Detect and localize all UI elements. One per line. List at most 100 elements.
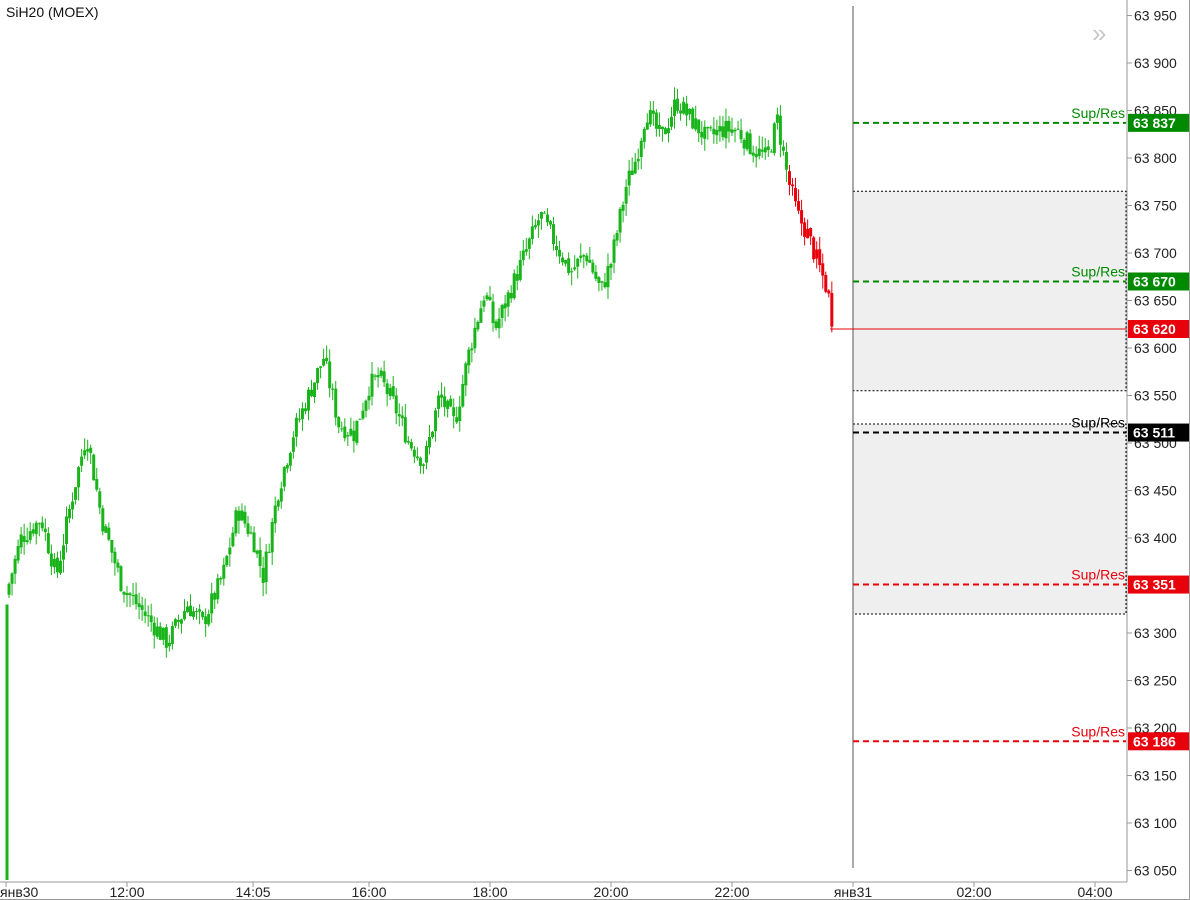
candle-body (382, 371, 386, 383)
candle-body (549, 221, 552, 225)
candle-body (552, 224, 556, 245)
candle-body (815, 249, 819, 259)
candle-body (225, 555, 229, 566)
candle-body (92, 454, 96, 481)
x-tick-label: 20:00 (593, 884, 628, 900)
last-price-badge-bg (1128, 320, 1189, 338)
candle-body (515, 274, 519, 281)
candle-body (533, 225, 537, 228)
candle-body (337, 417, 341, 428)
candle-body (697, 119, 701, 134)
candle-body (140, 605, 144, 610)
candle-body (624, 186, 628, 204)
candle-body (479, 308, 483, 323)
candle-body (485, 295, 489, 300)
candle-body (461, 384, 465, 407)
candle-body (228, 547, 232, 555)
candle-body (394, 395, 398, 414)
candle-body (488, 296, 492, 301)
candle-body (497, 318, 501, 329)
candle-body (110, 540, 114, 553)
candle-body (10, 573, 14, 584)
candle-body (297, 418, 301, 420)
candle-body (264, 551, 268, 583)
candle-body (530, 226, 534, 239)
candle-body (482, 300, 486, 307)
candle-body (769, 151, 773, 153)
candle-body (403, 417, 407, 443)
candle-body (455, 417, 459, 423)
candle-body (31, 529, 35, 534)
double-chevron-right-icon[interactable]: » (1092, 18, 1107, 48)
candle-body (527, 238, 531, 249)
candle-body (691, 108, 695, 129)
candle-body (77, 467, 81, 488)
candle-body (570, 271, 574, 273)
candle-body (249, 532, 253, 534)
candle-body (349, 428, 353, 436)
candle-body (186, 606, 189, 613)
candle-body (267, 551, 271, 553)
candle-body (660, 126, 664, 130)
candle-body (818, 249, 822, 265)
candle-body (352, 430, 356, 442)
candle-body (512, 273, 516, 299)
candle-body (542, 212, 546, 214)
candle-body (428, 437, 431, 448)
level-price-badge-1: 63 837 (1133, 115, 1176, 131)
candle-body (467, 349, 471, 366)
candle-body (340, 428, 344, 430)
candle-body (555, 245, 559, 251)
y-tick-label: 63 250 (1134, 673, 1177, 689)
candle-body (261, 567, 265, 583)
candle-body (431, 431, 435, 438)
candle-body (61, 545, 65, 560)
candle-body (80, 456, 84, 466)
candle-body (182, 611, 186, 620)
candle-body (210, 593, 214, 614)
candle-body (322, 358, 326, 366)
y-tick-label: 63 650 (1134, 293, 1177, 309)
candle-body (449, 398, 453, 407)
candle-body (101, 508, 105, 532)
candle-body (89, 447, 93, 453)
candle-body (787, 171, 791, 185)
candle-body (158, 626, 162, 640)
candle-body (34, 522, 38, 535)
candle-body (104, 526, 108, 533)
candle-body (730, 129, 734, 133)
candle-body (564, 260, 568, 264)
candle-body (294, 417, 298, 437)
candle-body (415, 456, 419, 459)
candle-body (149, 615, 153, 623)
candle-body (594, 271, 598, 279)
candle-body (754, 154, 758, 158)
candle-body (16, 546, 20, 561)
y-tick-label: 63 050 (1134, 863, 1177, 879)
candle-body (216, 578, 220, 600)
level-price-badge-2-bg (1128, 272, 1189, 291)
candle-body (558, 249, 562, 257)
candle-body (775, 114, 779, 123)
candle-body (600, 281, 604, 283)
candle-body (778, 115, 782, 145)
x-tick-label: 18:00 (472, 884, 507, 900)
candle-body (355, 420, 359, 444)
candle-body (718, 125, 722, 132)
candle-body (772, 123, 776, 154)
candle-body (603, 282, 607, 288)
candle-body (164, 627, 168, 648)
candle-body (128, 593, 132, 596)
candle-body (170, 626, 174, 644)
candle-body (612, 239, 616, 263)
candle-body (400, 415, 404, 419)
level-name-5: Sup/Res (1071, 723, 1125, 739)
candle-body (561, 257, 565, 263)
candle-body (86, 449, 90, 452)
candle-body (22, 536, 26, 542)
candle-body (748, 133, 752, 154)
candle-body (95, 479, 99, 490)
candle-body (418, 457, 422, 466)
candle-body (666, 128, 670, 134)
